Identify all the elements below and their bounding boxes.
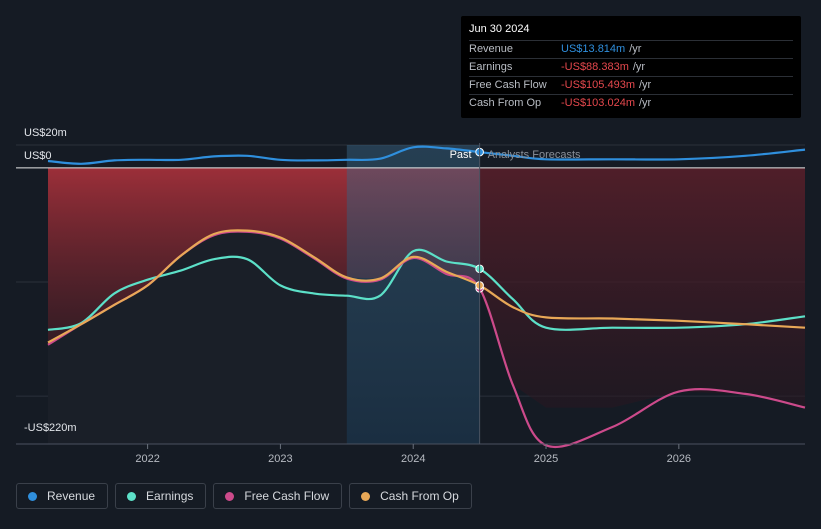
tooltip-unit: /yr: [632, 61, 646, 73]
series-line-cash-from-op: [47, 229, 806, 344]
legend-item-cash-from-op[interactable]: Cash From Op: [349, 483, 472, 509]
x-tick-label: 2022: [135, 453, 159, 465]
tooltip-label: Earnings: [469, 61, 513, 73]
legend-dot-icon: [361, 491, 371, 501]
tooltip-panel: Jun 30 2024 Revenue US$13.814m /yr Earni…: [461, 16, 801, 118]
tooltip-row-revenue: Revenue US$13.814m /yr: [469, 40, 793, 58]
tooltip-value: -US$103.024m: [561, 97, 635, 109]
tooltip-label: Free Cash Flow: [469, 79, 547, 91]
tooltip-value: -US$105.493m: [561, 79, 635, 91]
legend-label: Cash From Op: [380, 489, 459, 503]
x-tick-label: 2024: [401, 453, 425, 465]
legend-dot-icon: [127, 491, 137, 501]
legend-dot-icon: [28, 491, 37, 501]
legend-item-earnings[interactable]: Earnings: [115, 483, 207, 509]
y-axis-label: US$20m: [24, 127, 67, 139]
tooltip-unit: /yr: [639, 79, 652, 91]
tooltip-label: Cash From Op: [469, 97, 542, 109]
x-tick-label: 2025: [534, 453, 558, 465]
legend-label: Free Cash Flow: [244, 489, 330, 503]
tooltip-label: Revenue: [469, 43, 514, 55]
tooltip-value: -US$88.383m: [561, 61, 629, 73]
tooltip-value: US$13.814m: [561, 43, 626, 55]
x-tick-label: 2023: [268, 453, 292, 465]
series-line-revenue: [47, 145, 806, 165]
y-axis-label: -US$220m: [24, 422, 77, 434]
highlight-band: [346, 145, 480, 444]
tooltip-row-free-cash-flow: Free Cash Flow -US$105.493m /yr: [469, 76, 793, 94]
legend-item-free-cash-flow[interactable]: Free Cash Flow: [213, 483, 343, 509]
y-axis-label: US$0: [24, 150, 52, 162]
tooltip-row-cash-from-op: Cash From Op -US$103.024m /yr: [469, 94, 793, 112]
legend-label: Revenue: [47, 489, 96, 503]
tooltip-date: Jun 30 2024: [469, 23, 530, 35]
tooltip-unit: /yr: [629, 43, 642, 55]
legend-item-revenue[interactable]: Revenue: [16, 483, 109, 509]
legend-dot-icon: [225, 491, 235, 501]
x-tick-label: 2026: [667, 453, 691, 465]
legend-label: Earnings: [146, 489, 194, 503]
past-label: Past: [450, 149, 472, 161]
forecast-negative-area: [479, 167, 805, 408]
forecast-label: Analysts Forecasts: [488, 149, 581, 161]
tooltip-row-earnings: Earnings -US$88.383m /yr: [469, 58, 793, 76]
tooltip-unit: /yr: [639, 97, 652, 109]
series-line-earnings: [47, 248, 806, 331]
legend: Revenue Earnings Free Cash Flow Cash Fro…: [16, 483, 472, 511]
